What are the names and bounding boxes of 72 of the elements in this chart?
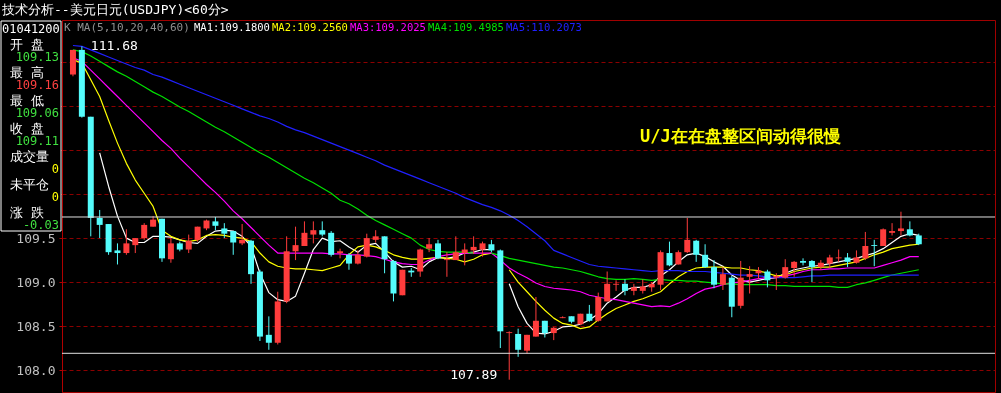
text: 开 盘 — [10, 37, 44, 52]
candlestick — [630, 283, 637, 296]
text: 109.11 — [15, 134, 59, 148]
candlestick — [604, 271, 611, 302]
text: 最 高 — [10, 65, 44, 80]
candlestick — [835, 249, 842, 263]
candlestick — [906, 220, 913, 237]
candlestick — [515, 328, 522, 358]
candlestick — [328, 230, 335, 258]
candlestick — [621, 278, 628, 296]
candlestick — [185, 234, 192, 254]
y-tick-label: 109.0 — [16, 274, 56, 290]
candlestick — [426, 237, 433, 253]
candlestick — [337, 248, 344, 259]
candlestick — [230, 230, 237, 256]
candlestick — [265, 315, 272, 351]
candlestick — [862, 231, 869, 261]
text: -0.03 — [22, 218, 59, 232]
candlestick — [310, 220, 317, 244]
candlestick — [782, 258, 789, 280]
candlestick — [666, 241, 673, 267]
text: 109.06 — [15, 106, 59, 120]
text: 0 — [51, 162, 59, 176]
candlestick — [746, 265, 753, 294]
candlestick — [595, 292, 602, 323]
candlestick — [506, 330, 513, 381]
candlestick — [292, 226, 299, 261]
candlestick — [684, 217, 691, 254]
candlestick — [114, 242, 121, 265]
text: 0 — [51, 190, 59, 204]
text: 109.13 — [15, 50, 59, 64]
annotation: U/J在在盘整区间动得很慢 — [640, 126, 841, 146]
candlestick — [711, 259, 717, 289]
candlestick — [381, 235, 388, 274]
text: MA1:109.1800 — [194, 21, 270, 33]
candlestick — [800, 257, 807, 266]
chart-subtitle: K MA(5,10,20,40,60) — [64, 21, 190, 34]
text: 未平仓 — [10, 177, 49, 192]
text: 109.16 — [15, 78, 59, 92]
text: 涨 跌 — [10, 205, 44, 220]
candlestick — [96, 209, 103, 239]
text: MA4:109.4985 — [428, 21, 504, 33]
text: 收 盘 — [10, 121, 44, 136]
annotation: 107.89 — [450, 366, 498, 382]
candlestick — [435, 239, 441, 260]
candlestick — [123, 228, 130, 256]
candlestick — [345, 252, 352, 271]
text: 01041200 — [2, 22, 60, 36]
text: 最 低 — [10, 93, 44, 108]
candlestick — [532, 296, 539, 338]
candlestick — [613, 279, 620, 292]
candlestick — [301, 220, 308, 247]
candlestick — [167, 237, 174, 264]
candlestick — [417, 248, 424, 278]
candlestick — [889, 222, 896, 236]
y-tick-label: 108.5 — [16, 318, 56, 334]
y-tick-label: 109.5 — [16, 230, 56, 246]
y-tick-label: 108.0 — [16, 362, 56, 378]
candlestick — [871, 239, 878, 267]
chart-title: 技术分析--美元日元(USDJPY)<60分> — [1, 2, 229, 17]
candlestick — [719, 266, 726, 291]
candlestick — [693, 239, 700, 263]
text: MA3:109.2025 — [350, 21, 426, 33]
candlestick — [897, 211, 904, 236]
text: MA2:109.2560 — [272, 21, 348, 33]
text: 成交量 — [10, 149, 49, 164]
candlestick — [791, 260, 798, 278]
candlestick — [443, 251, 450, 278]
text: MA5:110.2073 — [506, 21, 582, 33]
annotation: 111.68 — [90, 38, 138, 54]
candlestick — [808, 259, 815, 283]
candlestick — [702, 243, 709, 269]
